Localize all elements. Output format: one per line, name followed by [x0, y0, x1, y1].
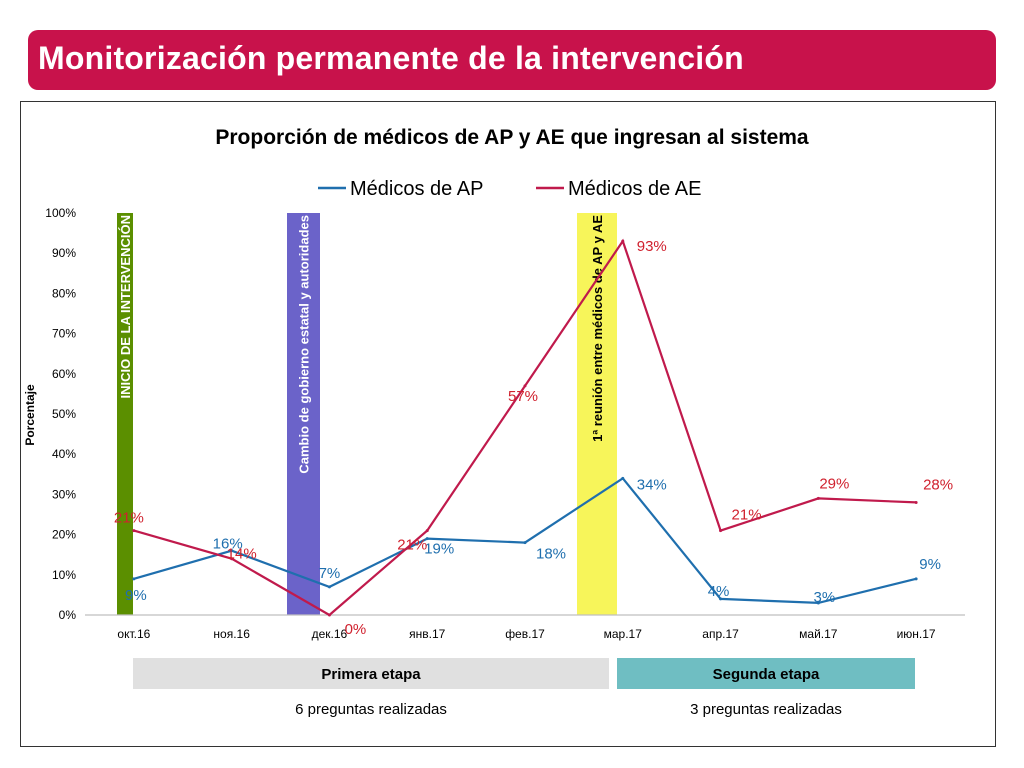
data-point	[230, 557, 234, 561]
data-point	[230, 549, 234, 553]
phase-first: Primera etapa 6 preguntas realizadas	[133, 658, 609, 718]
event-band	[287, 213, 320, 615]
data-point	[425, 529, 429, 533]
x-tick-label: май.17	[799, 627, 838, 641]
x-tick-label: дек.16	[312, 627, 348, 641]
event-marker: Cambio de gobierno estatal y autoridades	[287, 213, 320, 615]
data-point	[719, 529, 723, 533]
data-point	[523, 541, 527, 545]
phase-note: 6 preguntas realizadas	[295, 701, 447, 718]
series-ap: 9% 16% 7% 19% 18% 34% 4% 3% 9%	[125, 476, 941, 606]
event-label: Cambio de gobierno estatal y autoridades	[297, 215, 312, 474]
data-point	[523, 384, 527, 388]
phase-second: Segunda etapa 3 preguntas realizadas	[617, 658, 915, 718]
x-tick-label: мар.17	[604, 627, 643, 641]
data-point	[914, 500, 918, 504]
slide-title: Monitorización permanente de la interven…	[38, 40, 744, 76]
data-label: 0%	[345, 621, 367, 638]
data-point	[132, 577, 136, 581]
slide-title-bar: Monitorización permanente de la interven…	[28, 30, 996, 90]
data-point	[914, 577, 918, 581]
phase-bar	[617, 658, 915, 689]
data-label: 21%	[114, 510, 144, 527]
y-tick-label: 80%	[52, 286, 76, 300]
chart-title: Proporción de médicos de AP y AE que ing…	[215, 126, 809, 149]
data-label: 19%	[424, 541, 454, 558]
x-tick-label: фев.17	[505, 627, 545, 641]
event-markers: INICIO DE LA INTERVENCIÓN Cambio de gobie…	[117, 213, 617, 615]
data-point	[621, 239, 625, 243]
data-label: 18%	[536, 546, 566, 563]
data-label: 21%	[732, 507, 762, 524]
series-ae: 21% 14% 0% 21% 57% 93% 21% 29% 28%	[114, 238, 953, 638]
y-tick-label: 30%	[52, 487, 76, 501]
data-point	[327, 613, 331, 617]
event-marker: INICIO DE LA INTERVENCIÓN	[117, 213, 133, 615]
legend-label-ap: Médicos de AP	[350, 178, 483, 200]
y-tick-label: 40%	[52, 447, 76, 461]
y-tick-label: 10%	[52, 568, 76, 582]
data-label: 9%	[919, 556, 941, 573]
data-point	[327, 585, 331, 589]
phases: Primera etapa 6 preguntas realizadas Segun…	[133, 658, 915, 718]
y-tick-label: 50%	[52, 407, 76, 421]
data-label: 21%	[397, 537, 427, 554]
data-label: 57%	[508, 388, 538, 405]
y-tick-label: 60%	[52, 367, 76, 381]
phase-bar	[133, 658, 609, 689]
data-label: 14%	[227, 546, 257, 563]
data-point	[719, 597, 723, 601]
data-label: 28%	[923, 476, 953, 493]
data-label: 16%	[213, 536, 243, 553]
y-tick-label: 90%	[52, 246, 76, 260]
legend: Médicos de AP Médicos de AE	[318, 178, 701, 200]
phase-label: Segunda etapa	[713, 666, 820, 683]
y-axis: 0% 10% 20% 30% 40% 50% 60% 70% 80% 90% 100%	[45, 206, 76, 622]
x-tick-label: июн.17	[897, 627, 936, 641]
data-point	[621, 476, 625, 480]
series-group: 9%16%7%19% 18%34%4% 3%9%21%14%0%21%57%93%2…	[114, 238, 953, 638]
data-label: 93%	[637, 238, 667, 255]
data-label: 3%	[813, 589, 835, 606]
y-tick-label: 0%	[59, 608, 77, 622]
data-point	[816, 601, 820, 605]
y-tick-label: 100%	[45, 206, 76, 220]
event-marker: 1ª reunión entre médicos de AP y AE	[577, 213, 617, 615]
data-point	[816, 496, 820, 500]
x-tick-label: янв.17	[409, 627, 446, 641]
data-label: 9%	[125, 587, 147, 604]
data-point	[425, 537, 429, 541]
x-axis: окт.16 ноя.16 дек.16 янв.17 фев.17 мар.17 апр.…	[85, 614, 965, 641]
legend-label-ae: Médicos de AE	[568, 178, 701, 200]
y-tick-label: 20%	[52, 528, 76, 542]
event-label: INICIO DE LA INTERVENCIÓN	[118, 215, 133, 398]
data-label: 34%	[637, 476, 667, 493]
data-label: 7%	[319, 565, 341, 582]
event-band	[117, 213, 133, 615]
event-label: 1ª reunión entre médicos de AP y AE	[590, 215, 605, 442]
chart-frame	[20, 101, 996, 747]
x-tick-label: ноя.16	[213, 627, 250, 641]
phase-note: 3 preguntas realizadas	[690, 701, 842, 718]
data-label: 29%	[819, 475, 849, 492]
data-label: 4%	[708, 583, 730, 600]
data-point	[132, 529, 136, 533]
series-line	[133, 476, 917, 605]
y-tick-label: 70%	[52, 327, 76, 341]
phase-label: Primera etapa	[321, 666, 421, 683]
y-axis-label: Porcentaje	[23, 384, 37, 446]
x-tick-label: апр.17	[702, 627, 739, 641]
x-tick-label: окт.16	[117, 627, 150, 641]
